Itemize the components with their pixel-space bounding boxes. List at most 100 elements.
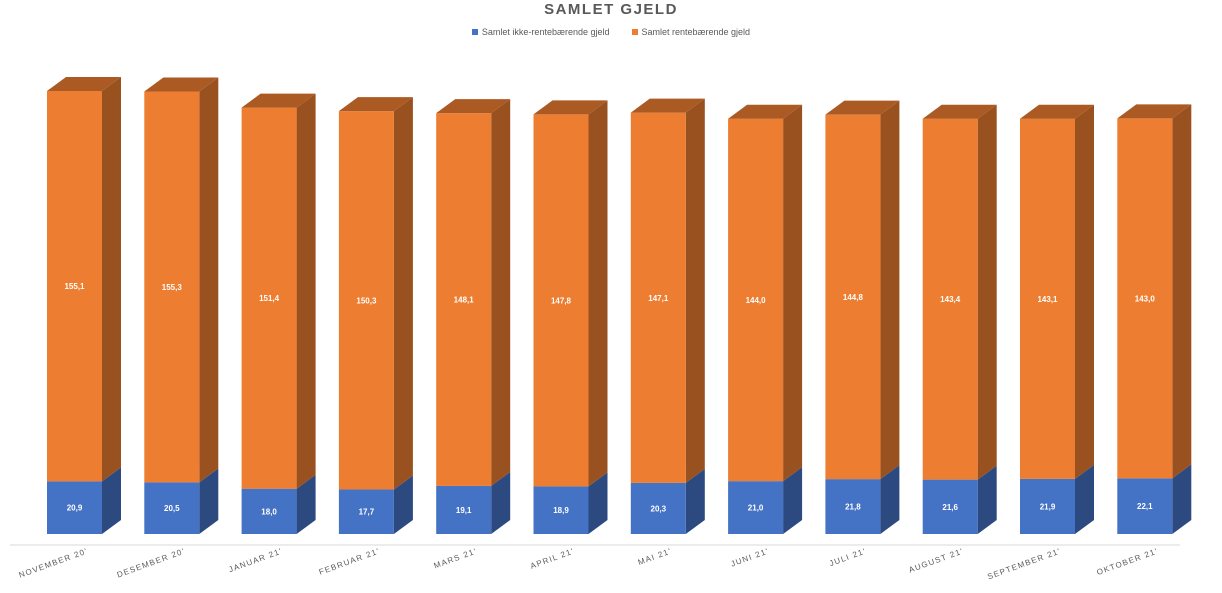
bar-segment-ikke-rentebaerende-side — [102, 467, 121, 534]
data-label: 20,9 — [67, 504, 83, 513]
bar-segment-ikke-rentebaerende — [338, 489, 394, 534]
bar-segment-ikke-rentebaerende-side — [880, 465, 900, 534]
bar-segment-ikke-rentebaerende-side — [491, 471, 511, 534]
bar-segment-ikke-rentebaerende-side — [783, 467, 803, 534]
bar-segment-rentebaerende — [47, 91, 102, 482]
data-label: 155,3 — [162, 283, 183, 292]
data-label: 19,1 — [456, 506, 472, 515]
bar-segment-ikke-rentebaerende — [630, 482, 686, 534]
bar-segment-ikke-rentebaerende — [1020, 478, 1075, 534]
bar-segment-ikke-rentebaerende-side — [296, 474, 316, 534]
bar-segment-rentebaerende-top — [47, 77, 121, 91]
bar-segment-rentebaerende-side — [588, 100, 608, 487]
x-tick-label: APRIL 21' — [529, 546, 576, 570]
data-label: 22,1 — [1137, 502, 1153, 511]
bar-segment-rentebaerende — [241, 107, 297, 489]
bar-segment-rentebaerende-side — [977, 104, 997, 480]
bar-segment-rentebaerende-top — [436, 99, 511, 114]
data-label: 18,0 — [261, 507, 277, 516]
bar-segment-rentebaerende — [728, 118, 784, 482]
bar-segment-ikke-rentebaerende-side — [1172, 464, 1192, 534]
bar-segment-rentebaerende-top — [630, 98, 705, 113]
bar-segment-ikke-rentebaerende — [922, 479, 978, 534]
legend-label: Samlet rentebærende gjeld — [641, 27, 751, 37]
data-label: 20,5 — [164, 504, 180, 513]
data-label: 148,1 — [454, 296, 475, 305]
data-label: 21,9 — [1040, 502, 1056, 511]
bar-segment-ikke-rentebaerende-side — [977, 465, 997, 534]
data-label: 21,8 — [845, 503, 861, 512]
bar-segment-rentebaerende-top — [338, 97, 413, 112]
bar-segment-rentebaerende-top — [1117, 104, 1192, 119]
bar-segment-ikke-rentebaerende — [144, 482, 200, 534]
data-label: 147,8 — [551, 296, 572, 305]
legend: Samlet ikke-rentebærende gjeld Samlet re… — [0, 27, 1222, 37]
legend-item-rentebaerende: Samlet rentebærende gjeld — [631, 27, 751, 37]
data-label: 21,0 — [748, 504, 764, 513]
x-tick-label: DESEMBER 20' — [116, 546, 187, 579]
bar-segment-rentebaerende — [922, 118, 978, 480]
bar-segment-rentebaerende-top — [922, 104, 997, 119]
bar-segment-rentebaerende-top — [825, 100, 900, 115]
data-label: 17,7 — [359, 508, 375, 517]
data-label: 151,4 — [259, 294, 280, 303]
bar-segment-rentebaerende — [533, 114, 589, 487]
bar-segment-ikke-rentebaerende-side — [685, 468, 705, 534]
bar-segment-ikke-rentebaerende — [47, 481, 102, 534]
x-tick-label: SEPTEMBER 21' — [986, 546, 1062, 581]
bar-segment-rentebaerende-side — [199, 77, 219, 483]
x-tick-label: JUNI 21' — [730, 546, 771, 568]
legend-swatch-orange — [631, 29, 638, 35]
bar-segment-ikke-rentebaerende — [728, 481, 784, 534]
data-label: 144,0 — [746, 296, 767, 305]
x-tick-label: NOVEMBER 20' — [18, 546, 90, 579]
x-tick-label: MARS 21' — [433, 546, 479, 570]
bar-segment-rentebaerende-side — [102, 77, 121, 482]
bar-segment-rentebaerende-side — [685, 98, 705, 483]
bar-segment-ikke-rentebaerende — [241, 488, 297, 534]
legend-label: Samlet ikke-rentebærende gjeld — [481, 27, 610, 37]
bar-segment-rentebaerende-side — [880, 100, 900, 480]
x-tick-label: FEBRUAR 21' — [318, 546, 381, 576]
bar-segment-rentebaerende-top — [1020, 104, 1094, 119]
bar-segment-rentebaerende-side — [1075, 104, 1094, 479]
bar-segment-ikke-rentebaerende — [825, 479, 881, 534]
legend-item-ikke-rentebaerende: Samlet ikke-rentebærende gjeld — [471, 27, 610, 37]
bar-segment-rentebaerende — [825, 114, 881, 480]
bar-segment-ikke-rentebaerende-side — [199, 468, 219, 534]
bar-segment-rentebaerende — [144, 91, 200, 483]
bar-segment-rentebaerende — [1020, 118, 1075, 479]
data-label: 144,8 — [843, 293, 864, 302]
x-tick-label: JANUAR 21' — [227, 546, 283, 574]
x-tick-label: MAI 21' — [637, 546, 673, 567]
bar-segment-rentebaerende-top — [241, 93, 316, 108]
bar-segment-ikke-rentebaerende — [436, 485, 492, 534]
chart-title: SAMLET GJELD — [544, 1, 678, 18]
x-tick-label: JULI 21' — [828, 546, 867, 568]
x-tick-label: OKTOBER 21' — [1095, 546, 1159, 577]
data-label: 21,6 — [942, 503, 958, 512]
bar-segment-ikke-rentebaerende — [1117, 478, 1173, 534]
data-label: 155,1 — [64, 282, 85, 291]
data-label: 18,9 — [553, 506, 569, 515]
bar-segment-rentebaerende-side — [783, 104, 803, 482]
bar-segment-rentebaerende — [338, 111, 394, 490]
data-label: 143,1 — [1037, 295, 1058, 304]
bar-segment-rentebaerende-top — [728, 104, 803, 119]
data-label: 143,0 — [1135, 294, 1156, 303]
bar-segment-ikke-rentebaerende-side — [393, 475, 413, 534]
data-label: 150,3 — [356, 296, 377, 305]
bar-segment-rentebaerende — [1117, 118, 1173, 479]
bar-segment-rentebaerende-top — [144, 77, 219, 92]
data-label: 20,3 — [651, 504, 667, 513]
x-tick-label: AUGUST 21' — [907, 546, 964, 574]
bar-segment-ikke-rentebaerende-side — [1075, 464, 1094, 534]
bar-segment-rentebaerende-side — [296, 93, 316, 489]
bar-segment-ikke-rentebaerende — [533, 486, 589, 534]
bar-segment-rentebaerende-side — [393, 97, 413, 490]
legend-swatch-blue — [471, 29, 478, 35]
bar-segment-rentebaerende-top — [533, 100, 608, 115]
data-label: 143,4 — [940, 295, 961, 304]
data-label: 147,1 — [648, 294, 669, 303]
